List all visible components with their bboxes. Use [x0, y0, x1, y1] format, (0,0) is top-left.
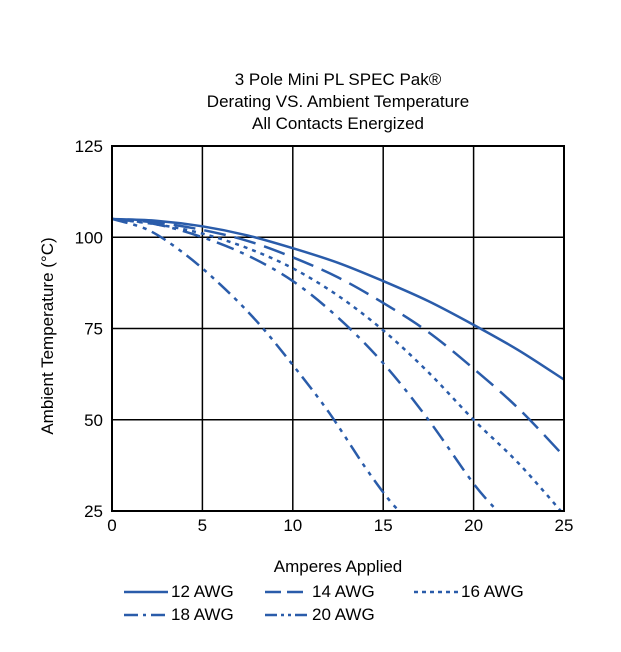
legend-item-20-awg: 20 AWG	[265, 605, 375, 625]
y-axis-label: Ambient Temperature (°C)	[38, 237, 57, 435]
series-line-18-awg	[112, 217, 500, 511]
chart-title-line-3: All Contacts Energized	[252, 114, 424, 133]
series-line-20-awg	[112, 217, 402, 511]
legend-label-20-awg: 20 AWG	[312, 605, 375, 624]
x-tick-label: 15	[374, 516, 393, 535]
series-line-14-awg	[112, 217, 564, 458]
y-tick-label: 100	[75, 228, 103, 247]
x-tick-labels: 0 5 10 15 20 25	[107, 516, 573, 535]
legend-swatch-12-awg	[124, 590, 168, 594]
legend-swatch-18-awg	[124, 613, 168, 617]
legend-swatch-14-awg	[265, 590, 309, 594]
chart-title-line-2: Derating VS. Ambient Temperature	[206, 92, 470, 111]
series-line-12-awg	[112, 217, 564, 381]
x-tick-label: 20	[464, 516, 483, 535]
legend-swatch-16-awg	[414, 590, 458, 594]
y-tick-label: 50	[84, 411, 103, 430]
legend-item-18-awg: 18 AWG	[124, 605, 234, 625]
x-tick-label: 25	[555, 516, 574, 535]
legend-label-16-awg: 16 AWG	[461, 582, 524, 601]
legend-swatch-20-awg	[265, 613, 309, 617]
series-lines	[112, 217, 564, 511]
legend-label-14-awg: 14 AWG	[312, 582, 375, 601]
y-tick-label: 25	[84, 502, 103, 521]
x-axis-label: Amperes Applied	[273, 557, 403, 576]
legend-item-16-awg: 16 AWG	[414, 582, 524, 602]
y-tick-labels: 25 50 75 100 125	[75, 137, 103, 521]
x-tick-label: 10	[283, 516, 302, 535]
legend-label-12-awg: 12 AWG	[171, 582, 234, 601]
y-tick-label: 125	[75, 137, 103, 156]
chart-title-line-1: 3 Pole Mini PL SPEC Pak®	[234, 70, 442, 89]
legend-label-18-awg: 18 AWG	[171, 605, 234, 624]
legend-item-12-awg: 12 AWG	[124, 582, 234, 602]
y-tick-label: 75	[84, 320, 103, 339]
x-tick-label: 0	[107, 516, 116, 535]
x-tick-label: 5	[198, 516, 207, 535]
legend-item-14-awg: 14 AWG	[265, 582, 375, 602]
plot-frame	[111, 145, 565, 512]
grid	[111, 145, 565, 512]
